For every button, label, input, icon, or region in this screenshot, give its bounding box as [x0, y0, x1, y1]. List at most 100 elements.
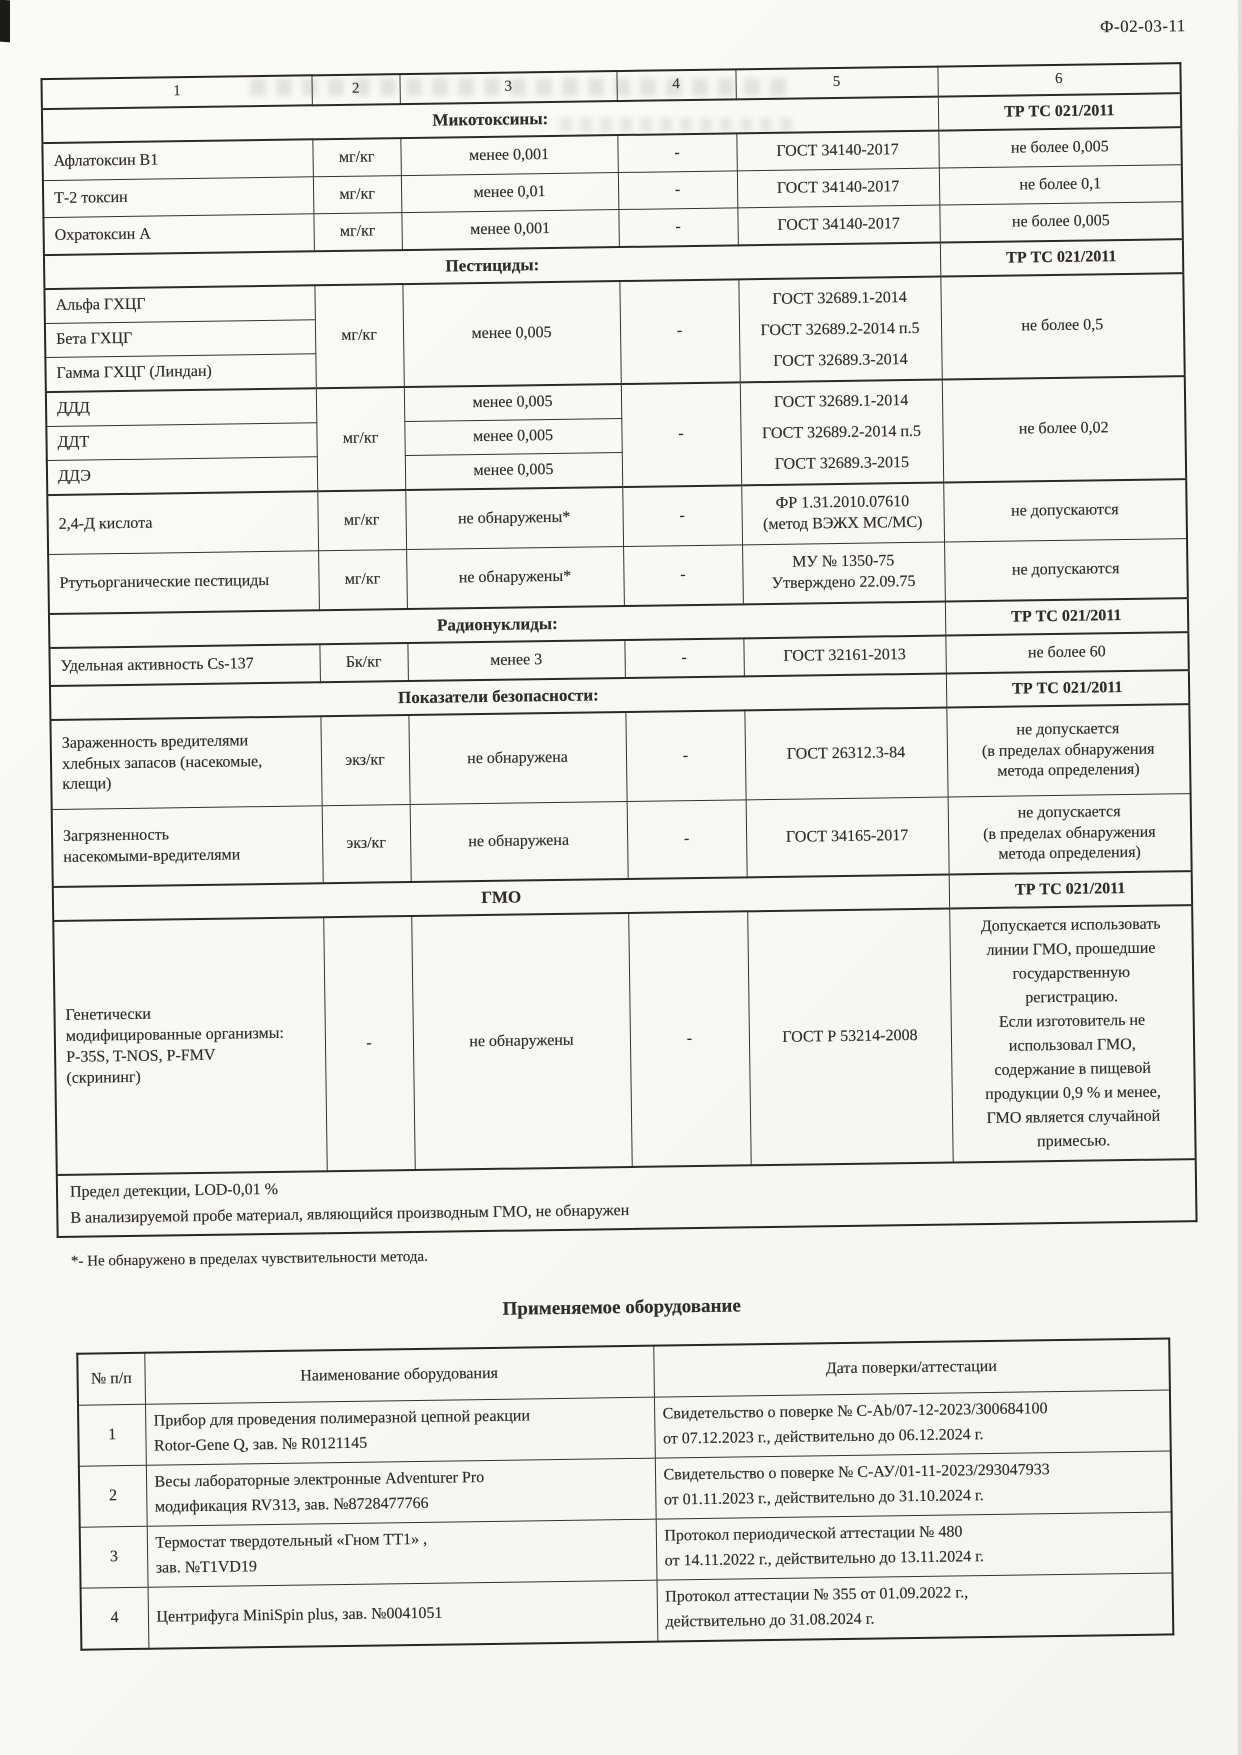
unit-cell: - [323, 916, 415, 1172]
equipment-col-name-header: Наименование оборудования [144, 1345, 654, 1405]
regulation-label: ТР ТС 021/2011 [945, 670, 1190, 708]
dash-cell: - [617, 133, 737, 173]
dash-cell: - [625, 710, 746, 802]
dash-cell: - [623, 544, 743, 607]
result-cell: не обнаружены [411, 912, 632, 1170]
param-name-cell: Загрязненность насекомыми-вредителями [51, 805, 323, 888]
regulation-label: ТР ТС 021/2011 [937, 93, 1182, 131]
dash-cell: - [624, 638, 744, 679]
equipment-number: 3 [79, 1526, 148, 1589]
param-name-cell: ДДД [45, 388, 317, 427]
param-name-cell: Альфа ГХЦГ [44, 285, 315, 324]
regulation-label: ТР ТС 021/2011 [939, 239, 1184, 277]
norm-cell: не более 0,1 [938, 164, 1183, 206]
regulation-label: ТР ТС 021/2011 [948, 871, 1193, 909]
dash-cell: - [626, 799, 747, 879]
equipment-verification: Протокол периодической аттестации № 480 … [655, 1511, 1173, 1581]
param-name-cell: Афлатоксин В1 [42, 139, 313, 181]
param-name-cell: Генетически модифицированные организмы: … [53, 917, 327, 1175]
results-table: 1 2 3 4 5 6 Микотоксины: ТР ТС 021/2011 … [40, 62, 1198, 1238]
column-number: 3 [399, 71, 617, 105]
norm-cell: не более 60 [945, 632, 1189, 674]
equipment-verification: Свидетельство о поверке № C-Ab/07-12-202… [653, 1389, 1171, 1459]
result-cell: менее 0,005 [404, 452, 623, 491]
dash-cell: - [622, 485, 743, 547]
equipment-name: Весы лабораторные электронные Adventurer… [145, 1458, 656, 1527]
dash-cell: - [619, 279, 740, 385]
unit-cell: Бк/кг [319, 643, 408, 683]
unit-cell: экз/кг [321, 804, 411, 884]
param-name-cell: Охратоксин А [43, 213, 314, 256]
equipment-name: Центрифуга MiniSpin plus, зав. №0041051 [147, 1580, 658, 1649]
method-cell: ГОСТ 32689.1-2014 ГОСТ 32689.2-2014 п.5 … [739, 379, 944, 486]
unit-cell: мг/кг [314, 284, 404, 389]
equipment-title: Применяемое оборудование [502, 1295, 741, 1320]
param-name-cell: Удельная активность Cs-137 [49, 644, 320, 687]
row-pest-infestation: Зараженность вредителями хлебных запасов… [50, 704, 1191, 810]
param-name-cell: Т-2 токсин [42, 176, 314, 218]
method-cell: ГОСТ 34140-2017 [737, 205, 940, 246]
column-number: 6 [937, 63, 1181, 97]
norm-cell: не более 0,02 [941, 376, 1187, 483]
footnote: *- Не обнаружено в пределах чувствительн… [70, 1248, 429, 1270]
result-cell: менее 3 [407, 640, 625, 682]
regulation-label: ТР ТС 021/2011 [944, 598, 1189, 636]
result-cell: не обнаружены* [406, 546, 624, 610]
unit-cell: мг/кг [317, 490, 407, 551]
equipment-name: Прибор для проведения полимеразной цепно… [145, 1397, 655, 1466]
result-cell: менее 0,001 [401, 209, 619, 251]
unit-cell: экз/кг [320, 715, 410, 806]
result-cell: не обнаружена [408, 712, 627, 805]
method-cell: ГОСТ 26312.3-84 [744, 707, 948, 800]
unit-cell: мг/кг [315, 387, 406, 492]
unit-cell: мг/кг [318, 549, 407, 611]
equipment-number: 2 [78, 1465, 147, 1528]
norm-cell: не более 0,005 [938, 127, 1182, 169]
result-cell: не обнаружена [409, 801, 628, 883]
equipment-table: № п/п Наименование оборудования Дата пов… [76, 1337, 1175, 1651]
method-cell: ГОСТ 34140-2017 [736, 168, 940, 208]
form-code: Ф-02-03-11 [1099, 16, 1186, 37]
method-cell: ГОСТ 34140-2017 [736, 130, 939, 171]
param-name-cell: Бета ГХЦГ [44, 319, 316, 358]
param-name-cell: Зараженность вредителями хлебных запасов… [50, 716, 322, 810]
norm-cell: не допускаются [943, 479, 1188, 543]
equipment-verification: Свидетельство о поверке № С-АУ/01-11-202… [654, 1450, 1172, 1520]
norm-cell: не допускается (в пределах обнаружения м… [947, 793, 1192, 875]
column-number: 5 [735, 66, 938, 100]
unit-cell: мг/кг [312, 175, 402, 214]
method-cell: ГОСТ 34165-2017 [745, 797, 949, 878]
column-number: 4 [616, 69, 736, 102]
param-name-cell: 2,4-Д кислота [47, 491, 319, 555]
method-cell: ГОСТ 32689.1-2014 ГОСТ 32689.2-2014 п.5 … [738, 276, 942, 383]
column-number: 2 [311, 74, 400, 106]
result-cell: менее 0,01 [400, 172, 619, 213]
norm-cell: Допускается использовать линии ГМО, прош… [949, 905, 1196, 1163]
param-name-cell: Ртутьорганические пестициды [48, 550, 319, 615]
equipment-number: 4 [80, 1587, 149, 1650]
column-number: 1 [41, 75, 312, 110]
param-name-cell: Гамма ГХЦГ (Линдан) [45, 353, 316, 393]
equipment-number: 1 [78, 1404, 146, 1467]
equipment-col-num-header: № п/п [77, 1352, 146, 1406]
result-cell: менее 0,005 [404, 418, 622, 456]
norm-cell: не более 0,5 [940, 273, 1185, 380]
equipment-verification: Протокол аттестации № 355 от 01.09.2022 … [656, 1572, 1174, 1642]
dash-cell: - [617, 170, 738, 210]
row-gmo-screening: Генетически модифицированные организмы: … [53, 905, 1196, 1175]
dash-cell: - [620, 382, 742, 488]
method-cell: МУ № 1350-75 Утверждено 22.09.75 [742, 542, 945, 605]
norm-cell: не допускается (в пределах обнаружения м… [946, 704, 1191, 798]
param-name-cell: ДДЭ [46, 456, 318, 496]
result-cell: менее 0,005 [403, 384, 622, 422]
equipment-name: Термостат твердотельный «Гном ТТ1» , зав… [146, 1519, 657, 1588]
result-cell: менее 0,001 [400, 135, 618, 176]
scan-edge-artifact [1238, 0, 1242, 1755]
dash-cell: - [628, 911, 751, 1167]
result-cell: менее 0,005 [402, 281, 621, 388]
unit-cell: мг/кг [312, 138, 401, 177]
method-cell: ГОСТ Р 53214-2008 [747, 908, 953, 1166]
method-cell: ГОСТ 32161-2013 [743, 635, 946, 677]
